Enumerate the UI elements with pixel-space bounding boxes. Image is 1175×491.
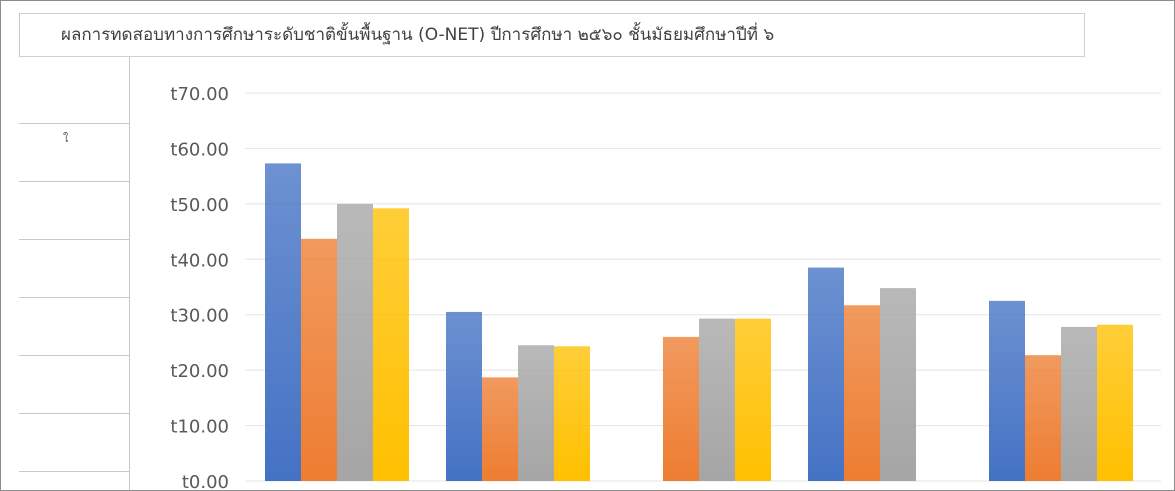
bar bbox=[373, 208, 409, 481]
cell-divider bbox=[19, 181, 129, 182]
cell-divider bbox=[19, 123, 129, 124]
y-tick-label: t60.00 bbox=[170, 139, 229, 160]
bar bbox=[1061, 326, 1097, 481]
bar bbox=[482, 377, 518, 481]
bar bbox=[880, 288, 916, 481]
bar bbox=[699, 318, 735, 481]
bar bbox=[989, 300, 1025, 481]
bar bbox=[265, 163, 301, 481]
bar bbox=[844, 305, 880, 481]
y-tick-label: t0.00 bbox=[182, 472, 229, 490]
y-tick-label: t10.00 bbox=[170, 417, 229, 438]
y-tick-label: t70.00 bbox=[170, 84, 229, 105]
left-cell-column bbox=[19, 57, 130, 490]
cell-divider bbox=[19, 471, 129, 472]
bar bbox=[337, 203, 373, 481]
bar bbox=[518, 345, 554, 481]
y-tick-label: t40.00 bbox=[170, 250, 229, 271]
bar bbox=[808, 267, 844, 481]
y-tick-label: t30.00 bbox=[170, 306, 229, 327]
bar bbox=[735, 318, 771, 481]
title-cell bbox=[19, 13, 1085, 57]
side-glyph: ใ bbox=[63, 132, 69, 145]
bar bbox=[663, 336, 699, 481]
bar bbox=[301, 238, 337, 481]
bar bbox=[554, 346, 590, 481]
y-tick-label: t20.00 bbox=[170, 361, 229, 382]
cell-divider bbox=[19, 355, 129, 356]
cell-divider bbox=[19, 297, 129, 298]
cell-divider bbox=[19, 413, 129, 414]
bar bbox=[446, 311, 482, 481]
y-tick-label: t50.00 bbox=[170, 195, 229, 216]
chart-title: ผลการทดสอบทางการศึกษาระดับชาติขั้นพื้นฐา… bbox=[61, 25, 775, 45]
bar bbox=[1097, 324, 1133, 481]
cell-divider bbox=[19, 239, 129, 240]
bar bbox=[1025, 355, 1061, 481]
